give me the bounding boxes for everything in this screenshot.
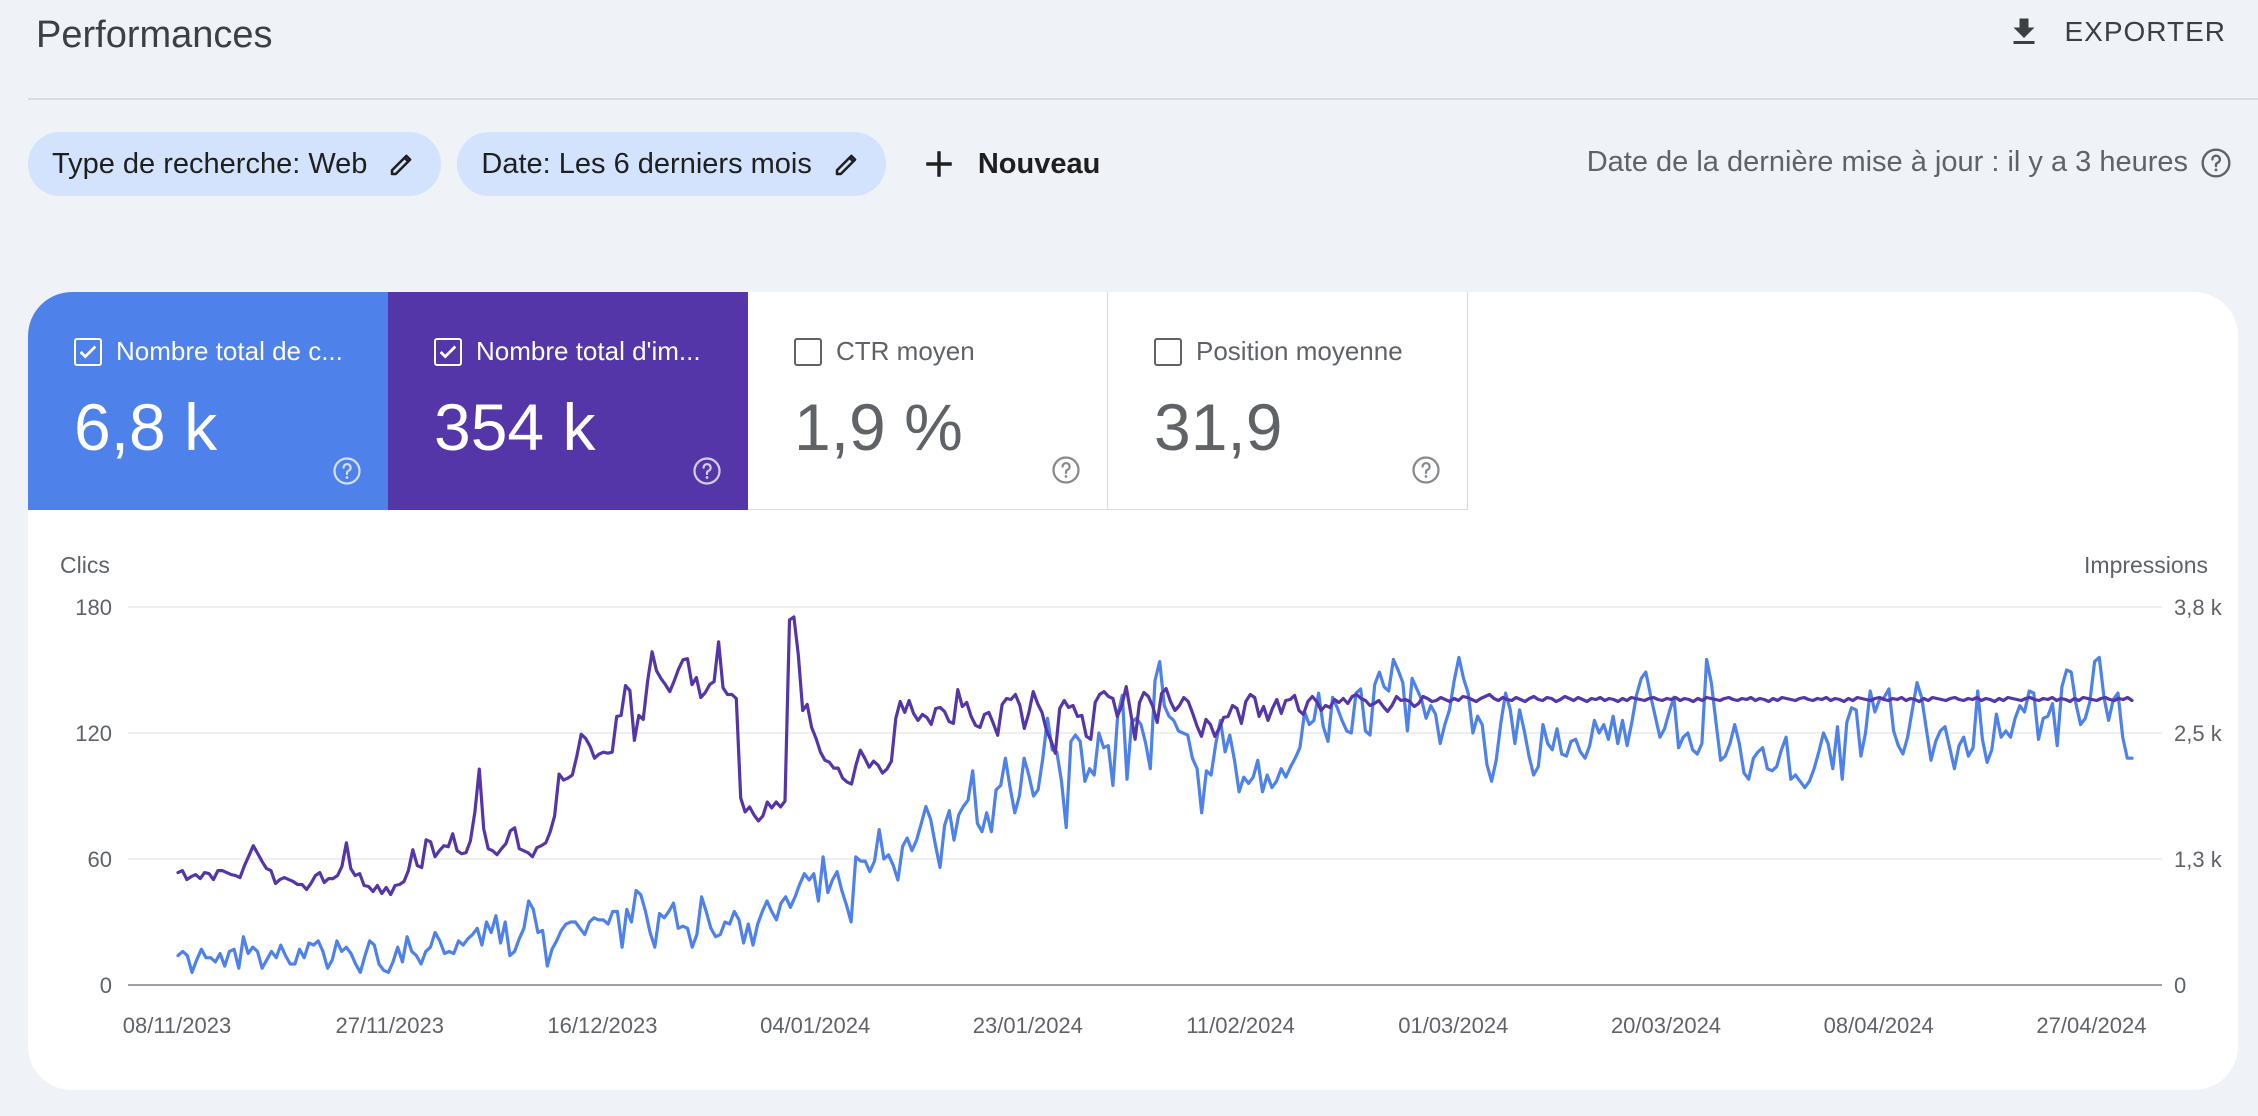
x-tick-label: 11/02/2024 [1186, 1013, 1294, 1038]
x-tick-label: 08/04/2024 [1824, 1013, 1934, 1038]
date-label: Date: Les 6 derniers mois [481, 147, 812, 180]
x-tick-label: 08/11/2023 [123, 1013, 231, 1038]
new-filter-button[interactable]: Nouveau [922, 132, 1100, 196]
y-right-tick-label: 3,8 k [2174, 595, 2223, 620]
series-line-impressions[interactable] [176, 615, 2134, 897]
edit-icon [391, 154, 412, 176]
filter-bar: Type de recherche: Web Date: Les 6 derni… [28, 132, 1100, 196]
y-left-tick-label: 120 [75, 721, 112, 746]
export-label: EXPORTER [2064, 16, 2226, 47]
help-icon[interactable] [2200, 147, 2232, 179]
new-filter-label: Nouveau [977, 147, 1101, 180]
metric-value: 354 k [434, 390, 596, 464]
x-tick-label: 04/01/2024 [760, 1013, 870, 1038]
y-left-tick-label: 180 [75, 595, 112, 620]
last-update-text: Date de la dernière mise à jour : il y a… [1586, 146, 2188, 178]
search-type-chip[interactable]: Type de recherche: Web [28, 132, 442, 196]
x-tick-label: 27/04/2024 [2036, 1013, 2146, 1038]
checkbox-checked-icon[interactable] [74, 337, 102, 366]
y-left-axis-title: Clics [60, 552, 110, 578]
help-icon[interactable] [1051, 455, 1081, 485]
checkbox-unchecked-icon[interactable] [794, 337, 822, 366]
x-tick-label: 27/11/2023 [335, 1013, 443, 1038]
metric-value: 6,8 k [74, 390, 218, 464]
x-tick-label: 20/03/2024 [1611, 1013, 1721, 1038]
page-title: Performances [36, 14, 273, 56]
help-icon[interactable] [332, 456, 362, 486]
help-icon[interactable] [692, 456, 722, 486]
metric-average-ctr[interactable]: CTR moyen 1,9 % [748, 292, 1108, 510]
metric-tabs: Nombre total de c... 6,8 k Nombre total … [28, 292, 2238, 510]
series-line-clics[interactable] [176, 655, 2134, 974]
y-left-tick-label: 60 [88, 847, 112, 872]
metric-value: 1,9 % [794, 390, 963, 464]
checkbox-unchecked-icon[interactable] [1154, 337, 1182, 366]
edit-icon [835, 154, 857, 176]
last-update-info: Date de la dernière mise à jour : il y a… [1587, 146, 2232, 179]
metric-label: Nombre total d'im... [476, 336, 701, 366]
y-right-axis-title: Impressions [2084, 552, 2208, 578]
help-icon[interactable] [1411, 455, 1441, 485]
metric-total-clicks[interactable]: Nombre total de c... 6,8 k [28, 292, 388, 510]
x-tick-label: 01/03/2024 [1398, 1013, 1508, 1038]
y-right-tick-label: 2,5 k [2174, 721, 2223, 746]
header-divider [28, 98, 2258, 100]
metric-value: 31,9 [1154, 390, 1283, 464]
metric-average-position[interactable]: Position moyenne 31,9 [1108, 292, 1468, 510]
y-left-tick-label: 0 [100, 973, 112, 998]
performance-card: Nombre total de c... 6,8 k Nombre total … [28, 292, 2238, 1090]
plus-icon [926, 151, 952, 177]
metric-label: Position moyenne [1196, 336, 1403, 366]
performance-chart[interactable]: Clics Impressions 180 3,8 k 120 2,5 k 60 1,3 … [28, 510, 2238, 1090]
date-chip[interactable]: Date: Les 6 derniers mois [457, 132, 886, 196]
metric-label: Nombre total de c... [116, 336, 343, 366]
metric-total-impressions[interactable]: Nombre total d'im... 354 k [388, 292, 748, 510]
download-icon [2013, 18, 2035, 44]
y-right-tick-label: 0 [2174, 973, 2186, 998]
export-button[interactable]: EXPORTER [2006, 14, 2226, 50]
x-tick-label: 23/01/2024 [973, 1013, 1083, 1038]
metric-label: CTR moyen [836, 336, 975, 366]
y-right-tick-label: 1,3 k [2174, 847, 2223, 872]
checkbox-checked-icon[interactable] [434, 337, 462, 366]
search-type-label: Type de recherche: Web [52, 147, 368, 180]
x-tick-label: 16/12/2023 [547, 1013, 657, 1038]
